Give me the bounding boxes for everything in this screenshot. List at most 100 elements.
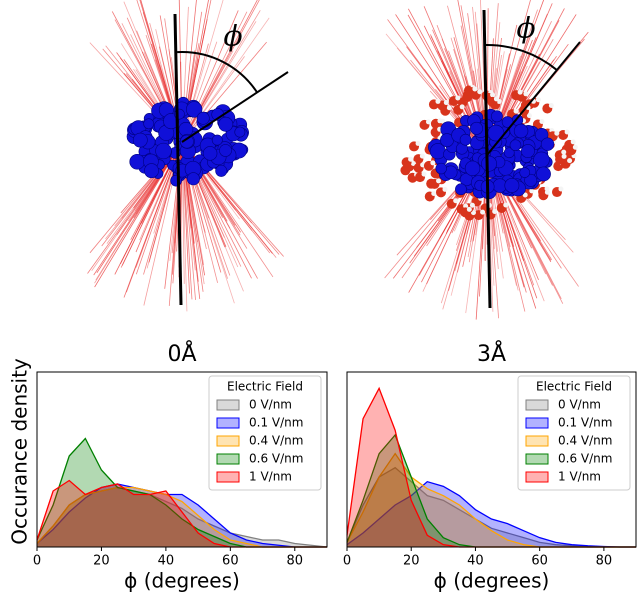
water-hydrogen	[435, 98, 441, 104]
legend-swatch	[525, 435, 549, 447]
x-tick-label: 60	[222, 554, 239, 569]
protein-atom	[540, 137, 555, 151]
protein-atom	[219, 144, 232, 157]
protein-atom	[455, 183, 467, 196]
density-area	[37, 438, 327, 547]
water-hydrogen	[558, 186, 564, 192]
axis-line	[482, 9, 492, 309]
protein-atom	[524, 173, 538, 187]
protein-atom	[519, 167, 531, 178]
angle-arc	[484, 44, 558, 71]
water-hydrogen	[436, 178, 442, 184]
plot-frame	[36, 371, 328, 548]
protein-atom	[504, 178, 520, 193]
water-hydrogen	[459, 104, 465, 110]
legend-label: 0 V/nm	[558, 398, 601, 412]
dipole-line	[486, 41, 581, 156]
water-hydrogen	[503, 202, 509, 208]
protein-atom	[155, 142, 172, 160]
density-line	[36, 483, 327, 548]
x-tick-label: 0	[33, 554, 41, 569]
protein-atom	[491, 110, 503, 123]
angle-label: ϕ	[516, 12, 535, 45]
water-hydrogen	[492, 208, 498, 214]
protein-atom	[481, 155, 497, 172]
protein-atom	[509, 139, 522, 152]
water-hydrogen	[431, 191, 437, 197]
density-line	[346, 480, 636, 548]
water-hydrogen	[522, 192, 528, 198]
x-tick-label: 60	[531, 554, 548, 569]
protein-atom	[144, 163, 159, 179]
water-hydrogen	[535, 97, 541, 103]
legend-swatch	[525, 399, 549, 411]
protein-atom	[180, 134, 194, 149]
y-axis-label: Occurance density	[8, 358, 32, 545]
density-area	[37, 484, 327, 547]
legend-swatch	[525, 417, 549, 429]
water-hydrogen	[463, 203, 469, 209]
legend-swatch	[525, 453, 549, 465]
water-hydrogen	[477, 89, 483, 95]
protein-atom	[132, 132, 148, 148]
density-area	[37, 487, 327, 547]
legend-label: 0.1 V/nm	[558, 416, 612, 430]
legend-swatch	[216, 453, 240, 465]
chart-panel: 3Å 0 20 40 60 80 ϕ (degrees) Electric Field 0 V/…	[343, 340, 637, 593]
water-hydrogen	[490, 92, 496, 98]
water-hydrogen	[469, 202, 475, 208]
water-hydrogen	[564, 129, 570, 135]
density-area	[37, 487, 327, 547]
dipole-ray	[181, 0, 258, 143]
angle-label: ϕ	[223, 20, 242, 53]
protein-atom	[186, 172, 200, 186]
water-hydrogen	[421, 171, 427, 177]
water-hydrogen	[480, 209, 486, 215]
legend-label: 1 V/nm	[558, 470, 601, 484]
water-hydrogen	[425, 119, 431, 125]
protein-atom	[234, 126, 246, 138]
protein-atom	[218, 116, 234, 132]
chart-title: 3Å	[477, 340, 506, 367]
dipole-line	[181, 71, 289, 143]
water-hydrogen	[408, 156, 414, 162]
legend-label: 0.1 V/nm	[249, 416, 303, 430]
legend-label: 0.6 V/nm	[558, 452, 612, 466]
water-hydrogen	[544, 189, 550, 195]
water-hydrogen	[430, 160, 436, 166]
protein-atom	[215, 164, 228, 177]
water-hydrogen	[526, 113, 532, 119]
density-area	[347, 467, 636, 547]
legend-label: 1 V/nm	[249, 470, 292, 484]
water-hydrogen	[529, 188, 535, 194]
density-area	[347, 453, 636, 547]
protein-atom	[513, 123, 529, 139]
molecule-illustrations	[87, 0, 589, 320]
protein-atom	[129, 154, 145, 170]
protein-atom	[536, 166, 551, 182]
water-hydrogen	[466, 206, 472, 212]
legend-swatch	[216, 417, 240, 429]
dipole-ray	[181, 10, 239, 143]
legend-title: Electric Field	[536, 380, 612, 394]
water-hydrogen	[548, 103, 554, 109]
dipole-ray	[181, 41, 267, 143]
water-hydrogen	[455, 95, 461, 101]
x-tick-label: 40	[158, 554, 175, 569]
legend-swatch	[216, 399, 240, 411]
protein-atom	[503, 147, 515, 159]
legend-swatch	[525, 471, 549, 483]
water-hydrogen	[570, 139, 576, 145]
water-hydrogen	[517, 89, 523, 95]
water-hydrogen	[472, 86, 478, 92]
angle-arc	[177, 51, 258, 93]
protein-atom	[202, 146, 218, 161]
x-tick-label: 80	[287, 554, 304, 569]
dipole-ray	[385, 33, 488, 156]
water-hydrogen	[513, 108, 519, 114]
water-hydrogen	[446, 105, 452, 111]
density-area	[37, 480, 327, 547]
protein-atom	[470, 121, 484, 135]
protein-atom	[186, 101, 203, 118]
